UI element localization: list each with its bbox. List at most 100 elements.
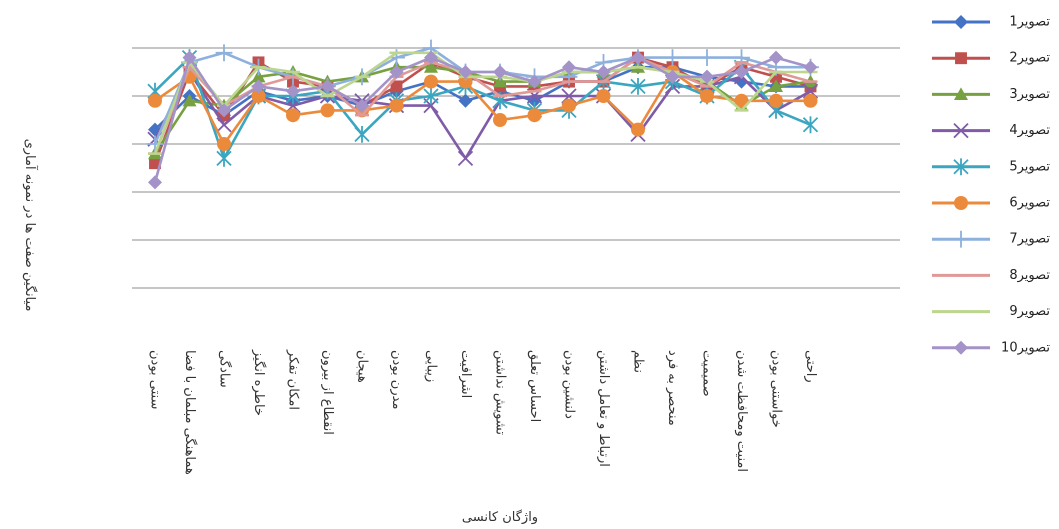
data-point bbox=[354, 126, 370, 143]
category-label: سنتی بودن bbox=[148, 350, 163, 409]
category-label: منحصر به فرد bbox=[665, 350, 680, 426]
legend-swatch-marker bbox=[955, 52, 967, 65]
data-point bbox=[215, 44, 233, 62]
category-label: راحتی bbox=[803, 350, 818, 383]
data-point bbox=[146, 135, 164, 153]
legend-entry: 4تصویر bbox=[932, 122, 1050, 139]
category-label: امنیت ومحافظت شدن bbox=[734, 350, 749, 472]
legend-swatch-marker bbox=[954, 15, 968, 29]
series-line bbox=[153, 56, 811, 155]
category-label: خواستنی بودن bbox=[769, 350, 784, 428]
data-point bbox=[216, 150, 232, 167]
data-point bbox=[596, 89, 611, 103]
category-label: هماهنگی مبلمان با فضا bbox=[182, 350, 198, 475]
legend-swatch-marker bbox=[953, 158, 969, 176]
legend-entry: 7تصویر bbox=[932, 230, 1050, 248]
category-label: احساس تعلق bbox=[527, 350, 542, 422]
data-point bbox=[217, 137, 231, 151]
category-label: اشرافیت bbox=[458, 350, 473, 398]
data-point bbox=[458, 65, 473, 79]
legend-label: 3تصویر bbox=[1009, 87, 1050, 102]
data-point bbox=[493, 113, 507, 127]
data-point bbox=[698, 49, 716, 66]
category-label: دلنشین بودن bbox=[562, 350, 577, 419]
legend-entry: 1تصویر bbox=[932, 15, 1050, 30]
data-point bbox=[734, 93, 749, 108]
data-point bbox=[182, 93, 197, 107]
data-point bbox=[286, 84, 300, 99]
category-label: تشویش نداشتن bbox=[493, 350, 508, 435]
data-point bbox=[389, 65, 404, 79]
data-point bbox=[320, 79, 335, 94]
category-label: سادگی bbox=[217, 350, 233, 388]
data-point bbox=[286, 108, 300, 123]
category-label: انقطاع از بیرون bbox=[320, 350, 335, 435]
category-labels: سنتی بودن هماهنگی مبلمان با فضا سادگی خاطره… bbox=[148, 349, 819, 475]
category-label: خاطره انگیز bbox=[251, 349, 267, 416]
data-point bbox=[148, 175, 162, 190]
data-point bbox=[424, 74, 438, 89]
legend-label: 5تصویر bbox=[1009, 159, 1050, 174]
legend-label: 2تصویر bbox=[1009, 51, 1050, 66]
legend-swatch-marker bbox=[954, 87, 968, 100]
legend-swatch-marker bbox=[954, 340, 968, 355]
legend-entry: 5تصویر bbox=[932, 158, 1050, 176]
legend-entry: 2تصویر bbox=[932, 51, 1050, 66]
data-point bbox=[390, 80, 403, 93]
category-label: امکان تفکر bbox=[286, 349, 301, 410]
data-point bbox=[734, 65, 749, 79]
data-point bbox=[664, 49, 681, 66]
data-point bbox=[770, 70, 782, 83]
data-point bbox=[182, 50, 197, 65]
legend-entry: 8تصویر bbox=[932, 268, 1050, 283]
data-point bbox=[389, 98, 404, 113]
data-point bbox=[630, 78, 646, 95]
data-point bbox=[493, 65, 507, 79]
legend-label: 6تصویر bbox=[1009, 196, 1050, 211]
series-layer bbox=[146, 39, 819, 190]
legend-label: 7تصویر bbox=[1009, 232, 1050, 247]
category-label: هیجان bbox=[355, 350, 370, 383]
data-point bbox=[527, 74, 542, 89]
data-point bbox=[700, 89, 714, 103]
category-label: ارتباط و تعامل داشتن bbox=[596, 350, 611, 467]
legend-label: 8تصویر bbox=[1009, 268, 1050, 283]
data-point bbox=[216, 117, 232, 133]
category-label: زیبایی bbox=[424, 350, 439, 382]
series-10 bbox=[148, 50, 818, 190]
legend: 1تصویر 2تصویر 3تصویر 4تصویر 5تصویر 6تصویر 7تصو… bbox=[932, 15, 1050, 355]
legend-swatch-marker bbox=[953, 122, 969, 139]
data-point bbox=[769, 50, 783, 65]
data-point bbox=[251, 79, 266, 94]
data-point bbox=[769, 93, 783, 108]
data-point bbox=[802, 116, 819, 134]
data-point bbox=[251, 89, 266, 103]
data-point bbox=[527, 108, 542, 123]
y-axis-title: میانگین صفت ها در نمونه آماری bbox=[22, 139, 39, 312]
legend-label: 1تصویر bbox=[1009, 15, 1050, 30]
data-point bbox=[700, 69, 714, 84]
legend-swatch-marker bbox=[952, 230, 970, 248]
data-point bbox=[217, 103, 231, 118]
data-point bbox=[251, 69, 266, 83]
data-point bbox=[562, 60, 576, 75]
data-point bbox=[631, 122, 645, 137]
data-point bbox=[562, 98, 576, 113]
data-point bbox=[457, 150, 474, 167]
legend-entry: 10تصویر bbox=[932, 340, 1050, 355]
data-point bbox=[631, 50, 645, 65]
category-label: مدرن بودن bbox=[389, 350, 404, 409]
legend-entry: 9تصویر bbox=[932, 304, 1050, 319]
legend-entry: 3تصویر bbox=[932, 87, 1050, 102]
data-point bbox=[355, 98, 369, 113]
data-point bbox=[424, 60, 438, 73]
data-point bbox=[769, 79, 783, 92]
x-axis-title: واژگان کانسی bbox=[462, 509, 538, 525]
legend-label: 9تصویر bbox=[1009, 304, 1050, 319]
data-point bbox=[424, 50, 438, 65]
data-point bbox=[596, 65, 611, 79]
legend-entry: 6تصویر bbox=[932, 196, 1050, 211]
data-point bbox=[665, 69, 680, 84]
category-label: صمیمیت bbox=[700, 350, 715, 397]
